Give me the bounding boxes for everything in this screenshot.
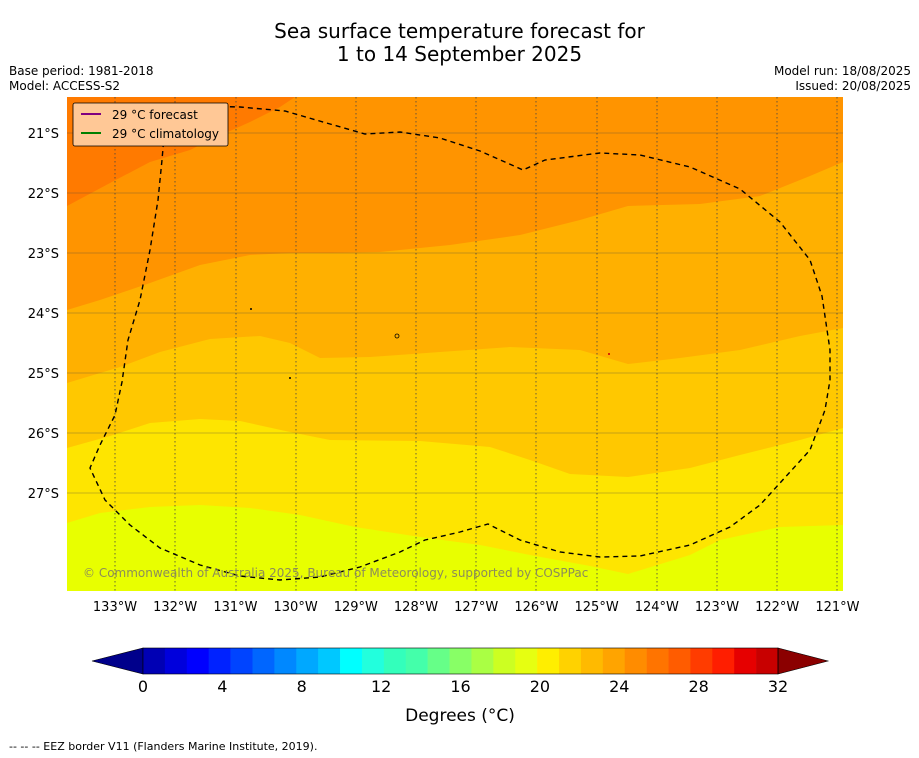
lon-tick-label: 129°W — [334, 600, 378, 615]
colorbar-segment — [580, 648, 604, 674]
colorbar-segment — [143, 648, 166, 674]
model-name: Model: ACCESS-S2 — [9, 79, 121, 93]
colorbar-segment — [668, 648, 691, 674]
lon-tick-label: 127°W — [454, 600, 498, 615]
colorbar-tick-labels: 0 4 8 12 16 20 24 28 32 — [138, 677, 788, 696]
colorbar-tick: 16 — [450, 677, 470, 696]
colorbar-segment — [646, 648, 669, 674]
colorbar-tick: 32 — [768, 677, 788, 696]
colorbar-segment — [252, 648, 275, 674]
colorbar-segment — [274, 648, 297, 674]
colorbar-segment — [208, 648, 231, 674]
longitude-labels: 133°W 132°W 131°W 130°W 129°W 128°W 127°W 126°W… — [93, 600, 860, 615]
colorbar-segment — [537, 648, 560, 674]
lat-tick-label: 25°S — [28, 367, 59, 382]
lon-tick-label: 121°W — [815, 600, 859, 615]
lon-tick-label: 123°W — [695, 600, 739, 615]
colorbar-segment — [340, 648, 363, 674]
colorbar-segment — [559, 648, 582, 674]
lat-tick-label: 27°S — [28, 487, 59, 502]
colorbar-segment — [756, 648, 779, 674]
lon-tick-label: 125°W — [575, 600, 619, 615]
colorbar-segment — [624, 648, 647, 674]
colorbar-tick: 20 — [530, 677, 550, 696]
colorbar-tick: 8 — [297, 677, 307, 696]
lon-tick-label: 126°W — [514, 600, 558, 615]
colorbar-tick: 24 — [609, 677, 629, 696]
lon-tick-label: 128°W — [394, 600, 438, 615]
colorbar-segment — [186, 648, 209, 674]
chart-title-line2: 1 to 14 September 2025 — [336, 42, 583, 66]
colorbar-segment — [318, 648, 341, 674]
base-period: Base period: 1981-2018 — [9, 64, 154, 78]
lon-tick-label: 133°W — [93, 600, 137, 615]
legend-forecast-label: 29 °C forecast — [112, 108, 198, 122]
colorbar-segment — [296, 648, 319, 674]
colorbar-segment — [712, 648, 735, 674]
colorbar — [91, 647, 830, 675]
colorbar-segment — [383, 648, 407, 674]
latitude-labels: 21°S 22°S 23°S 24°S 25°S 26°S 27°S — [28, 127, 59, 502]
map-legend: 29 °C forecast 29 °C climatology — [72, 102, 229, 147]
lat-tick-label: 22°S — [28, 187, 59, 202]
issued-date: Issued: 20/08/2025 — [795, 79, 911, 93]
lat-tick-label: 23°S — [28, 247, 59, 262]
lon-tick-label: 124°W — [635, 600, 679, 615]
colorbar-segment — [690, 648, 713, 674]
eez-footnote: -- -- -- EEZ border V11 (Flanders Marine… — [9, 740, 318, 753]
colorbar-segment — [734, 648, 757, 674]
colorbar-label: Degrees (°C) — [405, 706, 515, 726]
colorbar-segment — [361, 648, 385, 674]
colorbar-max-extend — [777, 647, 830, 675]
colorbar-tick: 4 — [217, 677, 227, 696]
colorbar-outline — [142, 647, 779, 675]
colorbar-segment — [230, 648, 253, 674]
colorbar-segment — [515, 648, 538, 674]
legend-climatology-label: 29 °C climatology — [112, 127, 219, 141]
colorbar-segment — [164, 648, 188, 674]
eez-border — [89, 105, 831, 581]
colorbar-min-extend — [91, 647, 144, 675]
islands — [250, 308, 610, 379]
lon-tick-label: 122°W — [755, 600, 799, 615]
lon-tick-label: 132°W — [153, 600, 197, 615]
colorbar-segment — [493, 648, 516, 674]
colorbar-segment — [602, 648, 626, 674]
sst-fill — [67, 97, 843, 591]
model-run: Model run: 18/08/2025 — [773, 64, 911, 78]
colorbar-tick: 12 — [371, 677, 391, 696]
colorbar-segment — [405, 648, 428, 674]
lon-tick-label: 130°W — [274, 600, 318, 615]
copyright-notice: © Commonwealth of Australia 2025, Bureau… — [83, 566, 588, 580]
colorbar-tick: 28 — [688, 677, 708, 696]
lat-tick-label: 21°S — [28, 127, 59, 142]
colorbar-segment — [449, 648, 472, 674]
chart-title-line1: Sea surface temperature forecast for — [274, 19, 645, 43]
colorbar-segment — [471, 648, 494, 674]
colorbar-tick: 0 — [138, 677, 148, 696]
colorbar-segment — [427, 648, 450, 674]
lon-tick-label: 131°W — [213, 600, 257, 615]
lat-tick-label: 26°S — [28, 427, 59, 442]
lat-tick-label: 24°S — [28, 307, 59, 322]
